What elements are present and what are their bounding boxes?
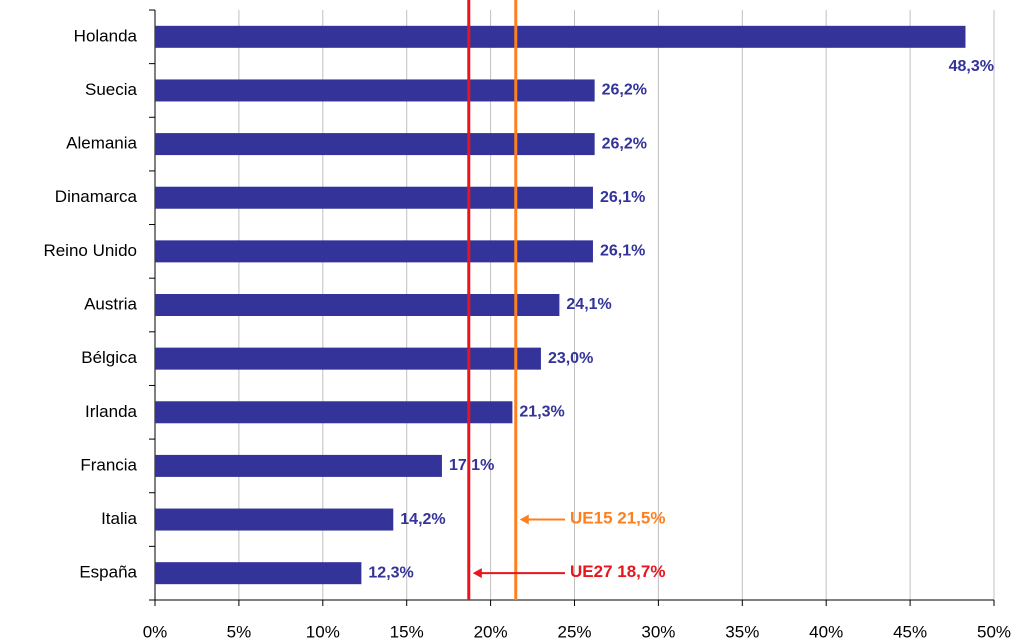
value-label: 24,1% <box>566 296 611 313</box>
annotation-name: UE27 <box>570 563 613 582</box>
annotation-name: UE15 <box>570 509 613 528</box>
x-tick-label: 40% <box>809 622 843 641</box>
category-label: Austria <box>84 294 137 313</box>
bar <box>155 79 595 102</box>
category-label: Holanda <box>74 26 138 45</box>
value-label: 17,1% <box>449 457 494 474</box>
x-tick-label: 45% <box>893 622 927 641</box>
x-tick-label: 5% <box>227 622 252 641</box>
value-label: 26,2% <box>602 135 647 152</box>
category-label: Alemania <box>66 134 137 153</box>
annotation-value: 18,7% <box>617 563 665 582</box>
bar <box>155 454 442 477</box>
category-label: Irlanda <box>85 402 138 421</box>
category-label: Dinamarca <box>55 187 138 206</box>
value-label: 14,2% <box>400 511 445 528</box>
x-tick-label: 10% <box>306 622 340 641</box>
category-label: Suecia <box>85 80 138 99</box>
bar <box>155 562 362 585</box>
bar <box>155 508 394 531</box>
value-label: 26,1% <box>600 189 645 206</box>
x-tick-label: 15% <box>390 622 424 641</box>
annotation: UE27 18,7% <box>570 563 665 582</box>
category-label: Reino Unido <box>43 241 137 260</box>
category-label: Bélgica <box>81 348 137 367</box>
category-label: España <box>79 563 137 582</box>
x-tick-label: 30% <box>641 622 675 641</box>
value-label: 12,3% <box>368 564 413 581</box>
x-tick-label: 50% <box>977 622 1011 641</box>
value-label: 26,2% <box>602 82 647 99</box>
bar <box>155 25 966 48</box>
arrow-head <box>519 514 529 525</box>
x-tick-label: 20% <box>474 622 508 641</box>
value-label: 21,3% <box>519 403 564 420</box>
arrow-head <box>472 568 482 579</box>
bar <box>155 294 560 316</box>
value-label: 23,0% <box>548 350 593 367</box>
bar <box>155 347 541 370</box>
bar <box>155 133 595 156</box>
bar <box>155 186 593 209</box>
value-label: 26,1% <box>600 243 645 260</box>
category-label: Francia <box>80 455 137 474</box>
x-tick-label: 25% <box>557 622 591 641</box>
category-label: Italia <box>101 509 137 528</box>
bar <box>155 240 593 263</box>
annotation: UE15 21,5% <box>570 509 665 528</box>
bar <box>155 401 513 424</box>
x-tick-label: 0% <box>143 622 168 641</box>
x-tick-label: 35% <box>725 622 759 641</box>
value-label: 48,3% <box>949 58 994 75</box>
annotation-value: 21,5% <box>617 509 665 528</box>
